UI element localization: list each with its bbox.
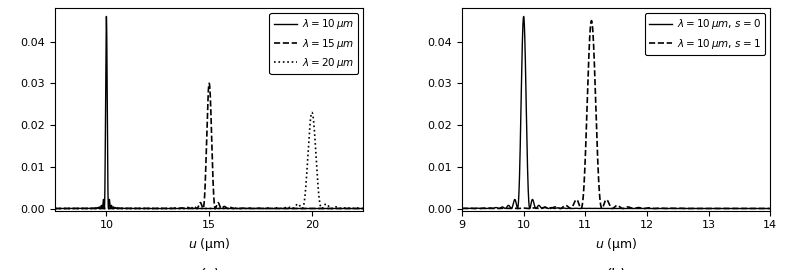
$\lambda = 10\,\mu m,\, s = 0$ [766, 207, 775, 210]
$\lambda = 10\,\mu m,\, s = 1$ [518, 207, 527, 210]
$\lambda = 10\,\mu m$ [101, 15, 111, 18]
$\lambda = 10\,\mu m,\, s = 0$ [470, 207, 479, 210]
Text: (a): (a) [199, 267, 220, 270]
$\lambda = 15\,\mu m$ [354, 207, 364, 210]
$\lambda = 20\,\mu m$ [327, 207, 336, 210]
$\lambda = 20\,\mu m$ [247, 207, 256, 210]
Legend: $\lambda = 10\,\mu m$, $\lambda = 15\,\mu m$, $\lambda = 20\,\mu m$: $\lambda = 10\,\mu m$, $\lambda = 15\,\m… [270, 13, 358, 74]
$\lambda = 20\,\mu m$ [51, 207, 61, 210]
$\lambda = 15\,\mu m$ [358, 207, 368, 210]
$\lambda = 10\,\mu m,\, s = 1$ [749, 207, 758, 210]
$\lambda = 10\,\mu m$ [358, 207, 368, 210]
$\lambda = 10\,\mu m$ [50, 207, 60, 210]
X-axis label: $u$ (μm): $u$ (μm) [595, 236, 637, 253]
$\lambda = 20\,\mu m$ [354, 207, 364, 210]
Line: $\lambda = 15\,\mu m$: $\lambda = 15\,\mu m$ [55, 83, 363, 208]
X-axis label: $u$ (μm): $u$ (μm) [188, 236, 230, 253]
$\lambda = 10\,\mu m,\, s = 1$ [457, 207, 467, 210]
$\lambda = 10\,\mu m$ [189, 207, 198, 210]
$\lambda = 15\,\mu m$ [189, 205, 198, 208]
$\lambda = 20\,\mu m$ [307, 111, 317, 114]
Line: $\lambda = 10\,\mu m,\, s = 0$: $\lambda = 10\,\mu m,\, s = 0$ [462, 16, 770, 208]
$\lambda = 10\,\mu m,\, s = 0$ [519, 15, 528, 18]
$\lambda = 10\,\mu m,\, s = 0$ [476, 207, 485, 210]
$\lambda = 20\,\mu m$ [318, 206, 328, 209]
$\lambda = 10\,\mu m,\, s = 1$ [459, 207, 468, 210]
$\lambda = 10\,\mu m,\, s = 0$ [749, 207, 758, 210]
$\lambda = 15\,\mu m$ [204, 82, 214, 85]
$\lambda = 10\,\mu m,\, s = 1$ [476, 207, 485, 210]
$\lambda = 10\,\mu m$ [327, 207, 336, 210]
$\lambda = 20\,\mu m$ [50, 207, 60, 210]
$\lambda = 10\,\mu m,\, s = 1$ [608, 207, 618, 210]
$\lambda = 10\,\mu m,\, s = 0$ [608, 207, 618, 210]
$\lambda = 10\,\mu m$ [358, 207, 367, 210]
$\lambda = 10\,\mu m$ [318, 207, 328, 210]
$\lambda = 15\,\mu m$ [247, 207, 256, 210]
$\lambda = 10\,\mu m,\, s = 0$ [457, 207, 467, 210]
$\lambda = 10\,\mu m,\, s = 0$ [459, 207, 468, 210]
Line: $\lambda = 10\,\mu m,\, s = 1$: $\lambda = 10\,\mu m,\, s = 1$ [462, 21, 770, 208]
$\lambda = 10\,\mu m,\, s = 1$ [470, 207, 479, 210]
$\lambda = 10\,\mu m,\, s = 1$ [587, 19, 597, 22]
$\lambda = 10\,\mu m$ [247, 207, 256, 210]
$\lambda = 10\,\mu m,\, s = 1$ [765, 207, 774, 210]
$\lambda = 10\,\mu m$ [354, 207, 364, 210]
$\lambda = 15\,\mu m$ [358, 207, 367, 210]
$\lambda = 20\,\mu m$ [358, 207, 367, 210]
$\lambda = 20\,\mu m$ [358, 207, 368, 210]
$\lambda = 10\,\mu m,\, s = 0$ [518, 39, 527, 42]
$\lambda = 10\,\mu m,\, s = 1$ [766, 207, 775, 210]
$\lambda = 15\,\mu m$ [318, 207, 328, 210]
$\lambda = 15\,\mu m$ [327, 207, 336, 210]
$\lambda = 20\,\mu m$ [189, 207, 198, 210]
Text: (b): (b) [605, 267, 627, 270]
Line: $\lambda = 10\,\mu m$: $\lambda = 10\,\mu m$ [55, 16, 363, 208]
Legend: $\lambda = 10\,\mu m,\, s = 0$, $\lambda = 10\,\mu m,\, s = 1$: $\lambda = 10\,\mu m,\, s = 0$, $\lambda… [645, 13, 765, 55]
Line: $\lambda = 20\,\mu m$: $\lambda = 20\,\mu m$ [55, 113, 363, 208]
$\lambda = 15\,\mu m$ [50, 207, 60, 210]
